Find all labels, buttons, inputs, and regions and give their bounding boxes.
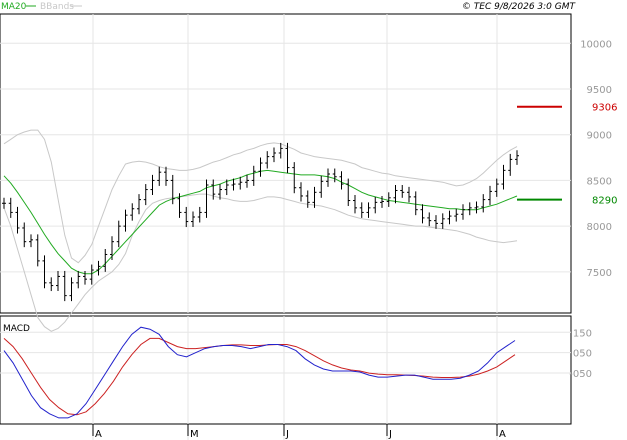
macd-y-tick: 050: [573, 349, 592, 360]
level-lines: 9306 8290: [517, 103, 617, 207]
support-level-label: 8290: [592, 196, 617, 207]
month-tick-label: J: [388, 429, 392, 440]
price-y-tick: 7500: [587, 268, 612, 279]
month-tick-label: J: [285, 429, 289, 440]
month-tick-label: M: [190, 429, 199, 440]
price-y-tick: 8000: [587, 222, 612, 233]
macd-panel-label: MACD: [3, 324, 30, 334]
month-tick-label: A: [95, 429, 102, 440]
grid-lines: [0, 14, 571, 440]
series-layer: [2, 129, 519, 419]
bbands-lower-line: [3, 193, 518, 332]
bbands-upper-line: [3, 129, 518, 264]
resistance-level-label: 9306: [592, 103, 617, 114]
bbands-legend-label: BBands: [40, 2, 74, 12]
price-y-tick: 8500: [587, 176, 612, 187]
price-panel-frame: [0, 13, 572, 314]
ma-legend-label: MA20: [1, 2, 27, 12]
macd-signal-line: [3, 337, 516, 416]
axis-labels: 10000 9500 9000 8500 8000 7500 150 050 -050 A M J J A: [92, 39, 612, 440]
macd-y-tick: 150: [573, 328, 592, 339]
macd-line: [3, 326, 516, 419]
price-y-tick: 9000: [587, 131, 612, 142]
macd-y-tick: -050: [569, 369, 592, 380]
month-tick-label: A: [499, 429, 506, 440]
copyright-text: © TEC 9/8/2026 3:0 GMT: [462, 2, 577, 12]
price-y-tick: 9500: [587, 85, 612, 96]
price-y-tick: 10000: [580, 39, 612, 50]
macd-panel-frame: [0, 315, 572, 425]
